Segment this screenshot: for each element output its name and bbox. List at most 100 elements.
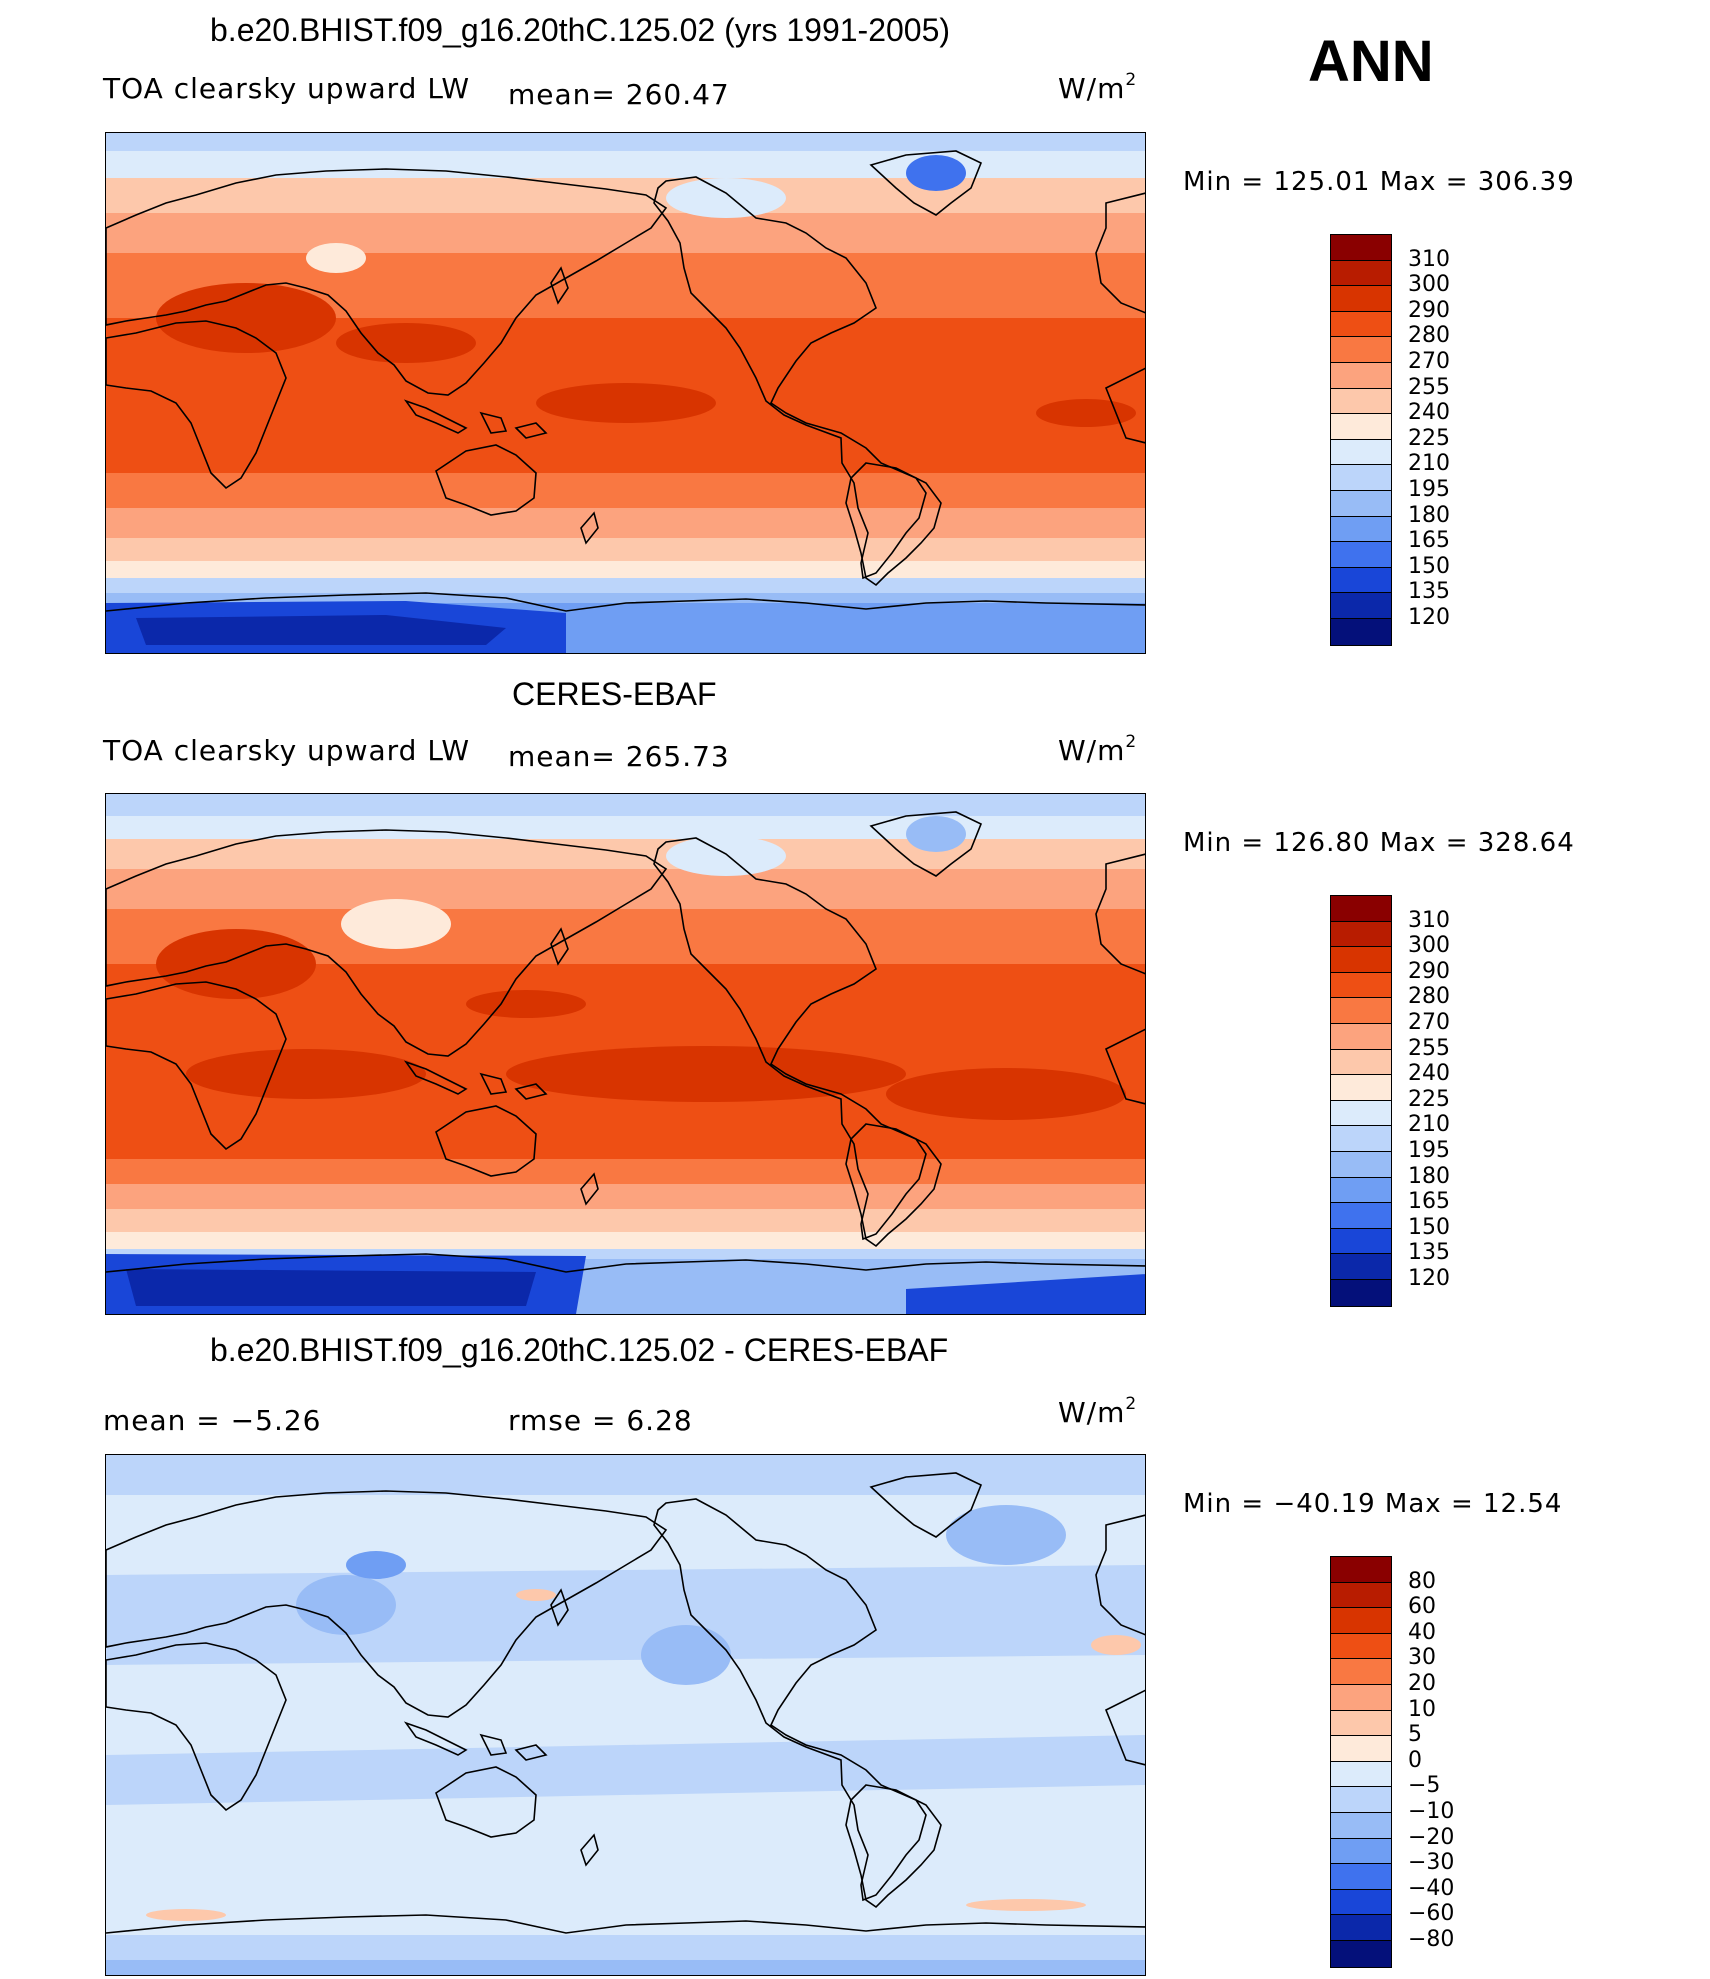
colorbar-swatch bbox=[1331, 921, 1391, 948]
colorbar-tick-label: 270 bbox=[1408, 349, 1450, 374]
colorbar-swatch bbox=[1331, 1787, 1391, 1813]
colorbar-swatch bbox=[1331, 1557, 1391, 1583]
colorbar-swatch bbox=[1331, 998, 1391, 1024]
colorbar-tick-label: 0 bbox=[1408, 1747, 1422, 1773]
colorbar-swatch bbox=[1331, 1279, 1391, 1306]
colorbar-tick-label: 310 bbox=[1408, 246, 1450, 272]
colorbar-swatch bbox=[1331, 1915, 1391, 1941]
colorbar-tick-label: 180 bbox=[1408, 502, 1450, 528]
colorbar-swatch bbox=[1331, 1889, 1391, 1916]
panel1-minmax: Min = 125.01 Max = 306.39 bbox=[1183, 167, 1575, 197]
colorbar-swatch bbox=[1331, 1838, 1391, 1865]
colorbar-swatch bbox=[1331, 947, 1391, 973]
colorbar-swatch bbox=[1331, 1684, 1391, 1711]
colorbar-tick-label: 210 bbox=[1408, 1112, 1450, 1138]
panel3-map bbox=[105, 1454, 1146, 1976]
panel3-units: W/m2 bbox=[1058, 1394, 1138, 1429]
colorbar-swatch bbox=[1331, 337, 1391, 363]
colorbar-swatch bbox=[1331, 362, 1391, 389]
colorbar-swatch bbox=[1331, 311, 1391, 338]
colorbar-swatch bbox=[1331, 1254, 1391, 1280]
colorbar-tick-label: 80 bbox=[1408, 1568, 1436, 1594]
colorbar-swatch bbox=[1331, 1100, 1391, 1127]
colorbar-tick-label: 10 bbox=[1408, 1696, 1436, 1722]
colorbar-swatch bbox=[1331, 260, 1391, 287]
colorbar-tick-label: 225 bbox=[1408, 425, 1450, 451]
colorbar-tick-label: 300 bbox=[1408, 933, 1450, 959]
colorbar-tick-label: 210 bbox=[1408, 451, 1450, 477]
colorbar-swatch bbox=[1331, 1151, 1391, 1178]
colorbar-tick-label: 255 bbox=[1408, 1035, 1450, 1061]
colorbar-swatch bbox=[1331, 286, 1391, 312]
panel2-units: W/m2 bbox=[1058, 732, 1138, 767]
panel3-minmax: Min = −40.19 Max = 12.54 bbox=[1183, 1489, 1563, 1519]
colorbar-tick-label: 5 bbox=[1408, 1722, 1422, 1748]
colorbar-tick-label: 280 bbox=[1408, 323, 1450, 349]
colorbar-swatch bbox=[1331, 1023, 1391, 1050]
colorbar-swatch bbox=[1331, 439, 1391, 466]
colorbar-swatch bbox=[1331, 1864, 1391, 1890]
colorbar-swatch bbox=[1331, 593, 1391, 619]
colorbar-tick-label: 270 bbox=[1408, 1010, 1450, 1035]
colorbar-swatch bbox=[1331, 465, 1391, 491]
colorbar-tick-label: −20 bbox=[1408, 1824, 1455, 1850]
colorbar-tick-label: 60 bbox=[1408, 1594, 1436, 1620]
colorbar-tick-label: 165 bbox=[1408, 1189, 1450, 1215]
colorbar-swatch bbox=[1331, 1582, 1391, 1609]
colorbar-tick-label: −40 bbox=[1408, 1875, 1455, 1901]
colorbar-swatch bbox=[1331, 1177, 1391, 1204]
colorbar-tick-label: 240 bbox=[1408, 400, 1450, 426]
colorbar-swatch bbox=[1331, 1049, 1391, 1076]
colorbar-swatch bbox=[1331, 1608, 1391, 1634]
panel2-variable-label: TOA clearsky upward LW bbox=[103, 734, 471, 767]
colorbar-tick-label: 135 bbox=[1408, 579, 1450, 605]
colorbar-swatch bbox=[1331, 1659, 1391, 1685]
colorbar-swatch bbox=[1331, 1736, 1391, 1762]
colorbar-tick-label: 180 bbox=[1408, 1163, 1450, 1189]
colorbar-tick-label: 280 bbox=[1408, 984, 1450, 1010]
colorbar-swatch bbox=[1331, 1940, 1391, 1967]
colorbar-swatch bbox=[1331, 516, 1391, 543]
colorbar-tick-label: 300 bbox=[1408, 272, 1450, 298]
panel2-map bbox=[105, 793, 1146, 1315]
colorbar-tick-label: 165 bbox=[1408, 528, 1450, 554]
colorbar-tick-label: 195 bbox=[1408, 477, 1450, 502]
colorbar-tick-label: 20 bbox=[1408, 1671, 1436, 1696]
colorbar-tick-label: −80 bbox=[1408, 1927, 1455, 1952]
colorbar-swatch bbox=[1331, 1812, 1391, 1839]
colorbar-tick-label: 40 bbox=[1408, 1619, 1436, 1645]
colorbar-tick-label: 240 bbox=[1408, 1061, 1450, 1087]
colorbar-tick-label: 135 bbox=[1408, 1240, 1450, 1266]
panel2-colorbar bbox=[1330, 895, 1392, 1307]
colorbar-swatch bbox=[1331, 1228, 1391, 1255]
colorbar-tick-label: 255 bbox=[1408, 374, 1450, 400]
colorbar-swatch bbox=[1331, 896, 1391, 922]
colorbar-tick-label: 150 bbox=[1408, 1214, 1450, 1240]
colorbar-swatch bbox=[1331, 972, 1391, 999]
panel2-title: CERES-EBAF bbox=[512, 676, 717, 712]
colorbar-tick-label: 120 bbox=[1408, 1266, 1450, 1291]
colorbar-swatch bbox=[1331, 567, 1391, 594]
colorbar-swatch bbox=[1331, 542, 1391, 568]
colorbar-tick-label: 290 bbox=[1408, 297, 1450, 323]
panel3-colorbar bbox=[1330, 1556, 1392, 1968]
colorbar-swatch bbox=[1331, 388, 1391, 415]
panel1-colorbar bbox=[1330, 234, 1392, 646]
colorbar-swatch bbox=[1331, 1761, 1391, 1788]
colorbar-tick-label: −5 bbox=[1408, 1773, 1441, 1799]
panel1-map bbox=[105, 132, 1146, 654]
colorbar-swatch bbox=[1331, 1075, 1391, 1101]
colorbar-tick-label: −10 bbox=[1408, 1799, 1455, 1824]
colorbar-tick-label: −60 bbox=[1408, 1901, 1455, 1927]
colorbar-tick-label: 195 bbox=[1408, 1138, 1450, 1163]
panel1-title: b.e20.BHIST.f09_g16.20thC.125.02 (yrs 19… bbox=[210, 12, 951, 48]
colorbar-tick-label: 120 bbox=[1408, 605, 1450, 630]
colorbar-swatch bbox=[1331, 414, 1391, 440]
colorbar-swatch bbox=[1331, 490, 1391, 517]
colorbar-tick-label: 310 bbox=[1408, 907, 1450, 933]
colorbar-swatch bbox=[1331, 1710, 1391, 1737]
panel1-mean-label: mean= 260.47 bbox=[508, 78, 730, 111]
colorbar-tick-label: 150 bbox=[1408, 553, 1450, 579]
panel1-variable-label: TOA clearsky upward LW bbox=[103, 72, 471, 105]
colorbar-tick-label: −30 bbox=[1408, 1850, 1455, 1876]
